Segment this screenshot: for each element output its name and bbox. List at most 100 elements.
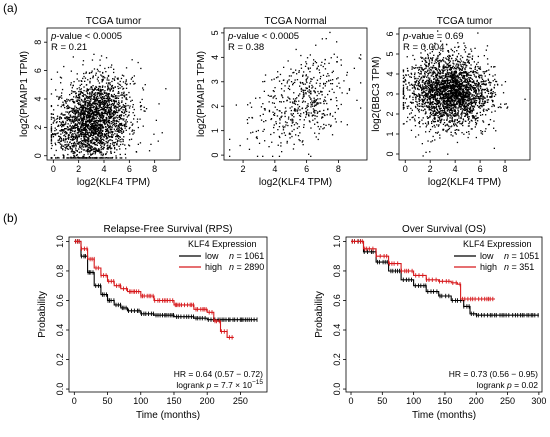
scatter-point: [98, 102, 99, 103]
scatter-point: [406, 98, 407, 99]
scatter-point: [448, 101, 449, 102]
scatter-point: [82, 93, 83, 94]
scatter-point: [314, 98, 315, 99]
scatter-point: [74, 142, 75, 143]
scatter-point: [65, 150, 66, 151]
scatter-point: [465, 102, 466, 103]
scatter-point: [74, 131, 75, 132]
scatter-point: [461, 60, 462, 61]
scatter-point: [482, 133, 483, 134]
scatter-point: [301, 88, 302, 89]
scatter-point: [312, 104, 313, 105]
scatter-point: [58, 136, 59, 137]
scatter-point: [292, 103, 293, 104]
scatter-point: [291, 81, 292, 82]
scatter-point: [134, 130, 135, 131]
scatter-point: [471, 75, 472, 76]
scatter-point: [104, 77, 105, 78]
scatter-point: [321, 91, 322, 92]
scatter-point: [302, 140, 303, 141]
scatter-point: [475, 126, 476, 127]
scatter-point: [70, 84, 71, 85]
scatter-point: [317, 98, 318, 99]
scatter-point: [492, 101, 493, 102]
scatter-point: [58, 125, 59, 126]
scatter-point: [429, 61, 430, 62]
scatter-point: [52, 145, 53, 146]
scatter-point: [325, 85, 326, 86]
scatter-point: [66, 116, 67, 117]
scatter-point: [91, 113, 92, 114]
scatter-point: [488, 69, 489, 70]
scatter-point: [85, 136, 86, 137]
scatter-point: [287, 97, 288, 98]
scatter-point: [113, 111, 114, 112]
scatter-point: [81, 88, 82, 89]
scatter-point: [484, 73, 485, 74]
scatter-point: [453, 68, 454, 69]
scatter-point: [61, 92, 62, 93]
scatter-point: [116, 129, 117, 130]
scatter-point: [464, 49, 465, 50]
scatter-point: [279, 110, 280, 111]
scatter-point: [419, 94, 420, 95]
scatter-point: [102, 93, 103, 94]
scatter-point: [78, 157, 79, 158]
scatter-point: [284, 90, 285, 91]
scatter-point: [438, 120, 439, 121]
scatter-point: [98, 110, 99, 111]
scatter-point: [422, 89, 423, 90]
scatter-point: [61, 122, 62, 123]
scatter-point: [62, 105, 63, 106]
scatter-point: [440, 60, 441, 61]
scatter-point: [356, 100, 357, 101]
x-tick-label: 0: [51, 164, 56, 174]
scatter-point: [84, 154, 85, 155]
scatter-point: [132, 106, 133, 107]
scatter-point: [447, 70, 448, 71]
scatter-point: [108, 112, 109, 113]
scatter-point: [106, 57, 107, 58]
scatter-point: [439, 73, 440, 74]
scatter-point: [92, 107, 93, 108]
scatter-point: [407, 108, 408, 109]
scatter-point: [304, 119, 305, 120]
scatter-point: [478, 117, 479, 118]
scatter-point: [113, 134, 114, 135]
scatter-point: [97, 69, 98, 70]
scatter-point: [109, 145, 110, 146]
scatter-point: [447, 67, 448, 68]
scatter-point: [91, 109, 92, 110]
scatter-point: [130, 101, 131, 102]
scatter-point: [96, 97, 97, 98]
scatter-point: [477, 80, 478, 81]
scatter-point: [434, 87, 435, 88]
scatter-point: [430, 109, 431, 110]
scatter-point: [464, 62, 465, 63]
scatter-point: [316, 116, 317, 117]
scatter-point: [468, 118, 469, 119]
scatter-point: [308, 114, 309, 115]
scatter-point: [460, 104, 461, 105]
scatter-point: [108, 157, 109, 158]
scatter-point: [77, 132, 78, 133]
scatter-point: [62, 130, 63, 131]
scatter-point: [60, 77, 61, 78]
scatter-point: [332, 116, 333, 117]
scatter-point: [89, 156, 90, 157]
scatter-point: [125, 128, 126, 129]
scatter-point: [97, 103, 98, 104]
scatter-point: [492, 75, 493, 76]
scatter-point: [60, 82, 61, 83]
scatter-point: [78, 144, 79, 145]
scatter-point: [92, 77, 93, 78]
scatter-point: [441, 69, 442, 70]
scatter-point: [410, 108, 411, 109]
scatter-point: [93, 149, 94, 150]
scatter-point: [432, 67, 433, 68]
scatter-point: [316, 136, 317, 137]
scatter-point: [116, 149, 117, 150]
scatter-point: [97, 120, 98, 121]
scatter-point: [98, 142, 99, 143]
scatter-point: [129, 106, 130, 107]
